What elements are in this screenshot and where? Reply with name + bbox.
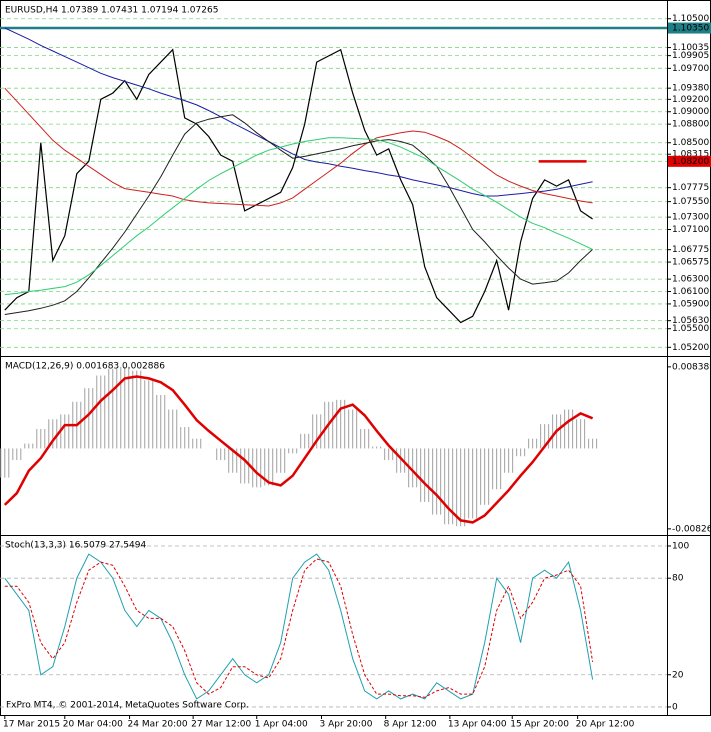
x-tick-label: 13 Apr 04:00	[448, 720, 507, 730]
x-tick-label: 17 Mar 2015	[3, 720, 60, 730]
y-tick-label: 1.06100	[672, 287, 709, 297]
panel-title: EURUSD,H4 1.07389 1.07431 1.07194 1.0726…	[5, 6, 218, 16]
y-tick-label: 1.09000	[672, 107, 709, 117]
y-tick-label: 1.07775	[672, 183, 709, 193]
panel-title: Stoch(13,3,3) 16.5079 27.5494	[5, 541, 146, 551]
x-tick-label: 8 Apr 12:00	[384, 720, 437, 730]
series-line	[4, 114, 593, 315]
y-tick-label: 1.05630	[672, 316, 709, 326]
y-tick-label: 1.08800	[672, 120, 709, 130]
x-tick-label: 24 Mar 20:00	[128, 720, 188, 730]
series-line	[4, 87, 593, 207]
series-line	[4, 553, 594, 700]
y-tick-label: 0	[672, 702, 678, 712]
y-tick-label: 1.06575	[672, 258, 709, 268]
y-tick-label: 0.008389	[672, 362, 711, 372]
y-tick-label: 100	[672, 542, 689, 552]
y-tick-label: 1.09905	[672, 51, 709, 61]
series-line	[4, 558, 594, 698]
y-tick-label: 1.09380	[672, 84, 709, 94]
y-tick-label: 1.10500	[672, 14, 709, 24]
y-tick-label: 1.06775	[672, 245, 709, 255]
y-tick-label: 1.06300	[672, 275, 709, 285]
series-line	[3, 375, 594, 524]
footer: FxPro MT4, © 2001-2014, MetaQuotes Softw…	[6, 701, 249, 711]
x-tick-label: 20 Mar 04:00	[63, 720, 123, 730]
y-tick-label: 1.05200	[672, 343, 709, 353]
y-tick-label: 1.05500	[672, 324, 709, 334]
price-label-bg	[668, 155, 711, 167]
y-tick-label: 1.09200	[672, 95, 709, 105]
y-tick-label: 1.10350	[672, 24, 709, 34]
y-tick-label: 1.07100	[672, 225, 709, 235]
y-tick-label: 1.08500	[672, 138, 709, 148]
series-line	[4, 137, 593, 296]
panel-title: MACD(12,26,9) 0.001683 0.002886	[5, 362, 165, 372]
y-tick-label: 1.08200	[672, 157, 709, 167]
x-tick-label: 15 Apr 20:00	[510, 720, 569, 730]
price-label-bg	[668, 22, 711, 34]
y-tick-label: 1.07550	[672, 197, 709, 207]
x-tick-label: 27 Mar 12:00	[191, 720, 251, 730]
y-tick-label: 1.05900	[672, 299, 709, 309]
y-tick-label: 20	[672, 670, 684, 680]
y-tick-label: 1.07300	[672, 213, 709, 223]
y-tick-label: -0.008269	[672, 524, 711, 534]
series-line	[4, 27, 593, 197]
y-tick-label: 1.09700	[672, 64, 709, 74]
series-line	[4, 48, 593, 324]
x-tick-label: 1 Apr 04:00	[255, 720, 308, 730]
y-tick-label: 1.08315	[672, 150, 709, 160]
y-tick-label: 80	[672, 574, 684, 584]
x-tick-label: 20 Apr 12:00	[576, 720, 635, 730]
y-tick-label: 1.10035	[672, 43, 709, 53]
x-tick-label: 3 Apr 20:00	[320, 720, 373, 730]
